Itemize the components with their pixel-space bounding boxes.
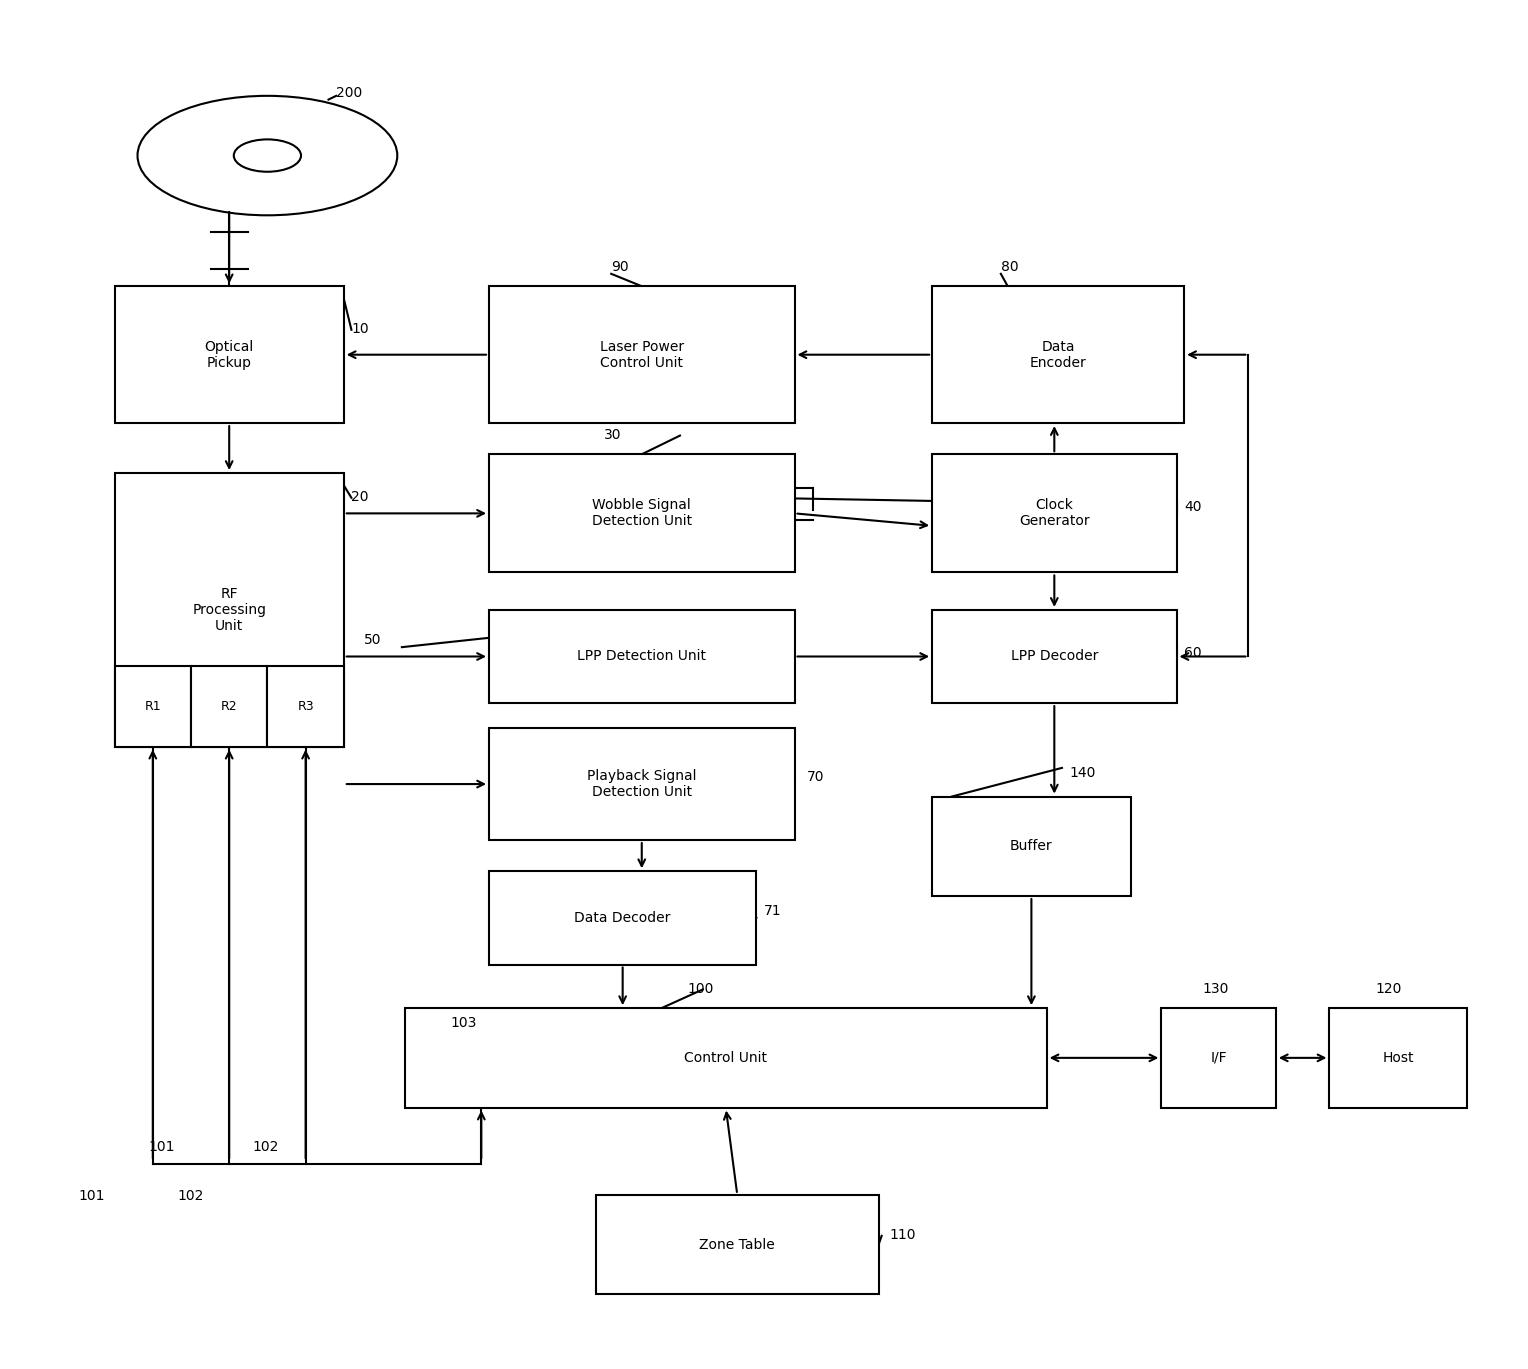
Text: 10: 10 [351, 322, 370, 335]
Text: I/F: I/F [1210, 1051, 1227, 1065]
Text: R1: R1 [145, 700, 160, 713]
Text: 102: 102 [177, 1188, 205, 1202]
Text: 50: 50 [364, 634, 380, 648]
Text: 101: 101 [148, 1140, 174, 1154]
Text: Clock
Generator: Clock Generator [1019, 498, 1089, 528]
Text: RF
Processing
Unit: RF Processing Unit [193, 587, 266, 632]
Text: 71: 71 [764, 905, 782, 919]
FancyBboxPatch shape [267, 665, 344, 746]
Text: 60: 60 [1184, 646, 1203, 660]
FancyBboxPatch shape [932, 797, 1131, 897]
Text: 101: 101 [78, 1188, 105, 1202]
Text: 120: 120 [1375, 982, 1401, 995]
Text: Optical
Pickup: Optical Pickup [205, 340, 254, 370]
FancyBboxPatch shape [489, 455, 795, 572]
Text: 90: 90 [611, 260, 630, 274]
Text: 70: 70 [807, 771, 824, 784]
Ellipse shape [138, 96, 397, 215]
Text: 40: 40 [1184, 500, 1201, 513]
Text: 110: 110 [889, 1228, 915, 1242]
Text: Playback Signal
Detection Unit: Playback Signal Detection Unit [587, 769, 697, 799]
FancyBboxPatch shape [191, 665, 267, 746]
FancyBboxPatch shape [489, 871, 756, 965]
Text: Laser Power
Control Unit: Laser Power Control Unit [599, 340, 685, 370]
Text: Zone Table: Zone Table [700, 1238, 775, 1251]
Text: R3: R3 [298, 700, 313, 713]
FancyBboxPatch shape [932, 609, 1177, 704]
Text: Host: Host [1383, 1051, 1413, 1065]
FancyBboxPatch shape [489, 286, 795, 423]
Text: Data Decoder: Data Decoder [575, 910, 671, 925]
Text: 80: 80 [1001, 260, 1019, 274]
Text: R2: R2 [222, 700, 237, 713]
FancyBboxPatch shape [1329, 1008, 1467, 1108]
Text: LPP Detection Unit: LPP Detection Unit [578, 649, 706, 664]
Text: Wobble Signal
Detection Unit: Wobble Signal Detection Unit [591, 498, 692, 528]
Text: Control Unit: Control Unit [685, 1051, 767, 1065]
FancyBboxPatch shape [596, 1195, 879, 1294]
FancyBboxPatch shape [115, 472, 344, 746]
Text: Data
Encoder: Data Encoder [1030, 340, 1086, 370]
Text: 102: 102 [252, 1140, 278, 1154]
FancyBboxPatch shape [932, 286, 1184, 423]
FancyBboxPatch shape [115, 665, 191, 746]
Text: 20: 20 [351, 490, 368, 504]
FancyBboxPatch shape [489, 609, 795, 704]
Text: 103: 103 [451, 1017, 477, 1031]
Text: 130: 130 [1203, 982, 1229, 995]
FancyBboxPatch shape [932, 455, 1177, 572]
FancyBboxPatch shape [489, 728, 795, 841]
Text: 140: 140 [1070, 767, 1096, 780]
Text: 200: 200 [336, 86, 362, 100]
FancyBboxPatch shape [405, 1008, 1047, 1108]
Text: Buffer: Buffer [1010, 839, 1053, 853]
Text: LPP Decoder: LPP Decoder [1010, 649, 1099, 664]
FancyBboxPatch shape [1161, 1008, 1276, 1108]
Text: 100: 100 [688, 982, 714, 995]
Text: 30: 30 [604, 428, 620, 442]
Ellipse shape [234, 140, 301, 171]
FancyBboxPatch shape [115, 286, 344, 423]
